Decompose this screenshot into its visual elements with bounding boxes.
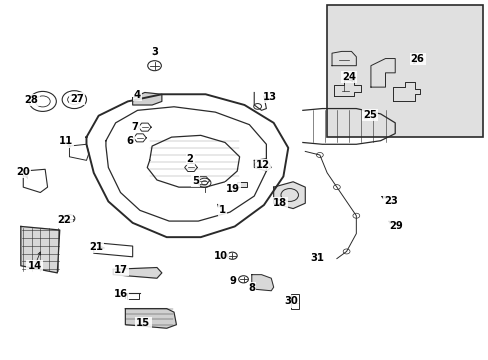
- Text: 9: 9: [229, 276, 236, 286]
- Text: 15: 15: [136, 318, 150, 328]
- Polygon shape: [125, 309, 176, 328]
- Text: 20: 20: [17, 167, 30, 177]
- Text: 6: 6: [126, 136, 133, 147]
- Text: 26: 26: [410, 54, 424, 64]
- Text: 24: 24: [341, 72, 355, 82]
- Text: 23: 23: [384, 196, 397, 206]
- Text: 7: 7: [131, 122, 138, 132]
- Text: 19: 19: [225, 184, 239, 194]
- Text: 3: 3: [151, 47, 158, 57]
- Polygon shape: [132, 93, 162, 105]
- Text: 16: 16: [113, 289, 127, 298]
- Polygon shape: [251, 275, 273, 291]
- Text: 14: 14: [27, 261, 41, 271]
- Text: 17: 17: [113, 265, 127, 275]
- Text: 29: 29: [388, 221, 402, 231]
- Polygon shape: [21, 226, 60, 273]
- Bar: [126, 293, 138, 298]
- Text: 30: 30: [283, 296, 297, 306]
- Text: 13: 13: [262, 92, 276, 102]
- FancyBboxPatch shape: [326, 5, 482, 137]
- Polygon shape: [113, 267, 162, 278]
- Text: 11: 11: [59, 136, 73, 147]
- Text: 25: 25: [362, 110, 376, 120]
- Text: 5: 5: [192, 176, 199, 186]
- Text: 1: 1: [219, 205, 226, 215]
- Text: 31: 31: [310, 253, 324, 263]
- Text: 2: 2: [186, 154, 193, 164]
- Text: 21: 21: [89, 242, 103, 252]
- Bar: [237, 182, 246, 187]
- Text: 8: 8: [248, 283, 255, 293]
- Text: 12: 12: [255, 160, 269, 170]
- Text: 10: 10: [214, 251, 228, 261]
- Polygon shape: [273, 182, 305, 208]
- Text: 22: 22: [58, 215, 71, 225]
- Text: 18: 18: [272, 198, 286, 208]
- Text: 27: 27: [70, 94, 83, 104]
- Bar: [290, 294, 299, 309]
- Text: 4: 4: [134, 90, 141, 100]
- Text: 28: 28: [24, 95, 39, 105]
